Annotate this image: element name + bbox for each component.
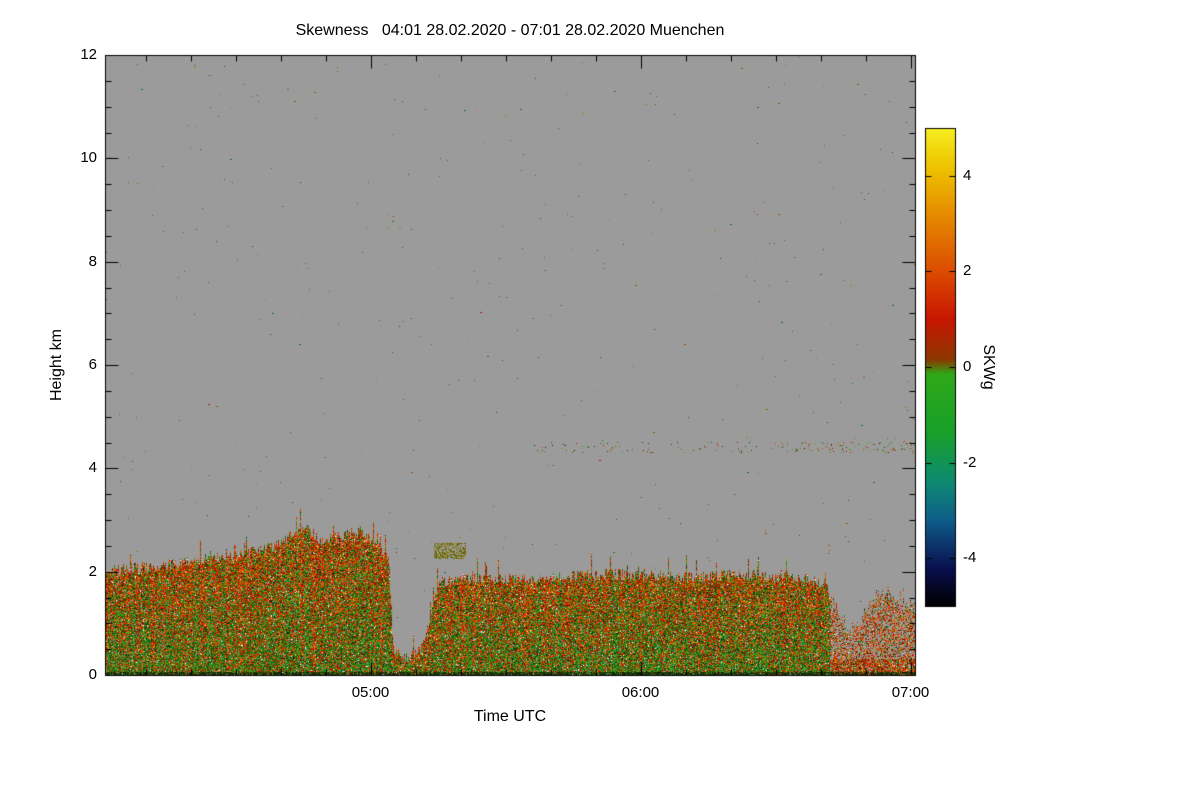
y-tick-label: 6: [88, 356, 97, 373]
colorbar-tick-label: 4: [963, 166, 972, 184]
y-tick-label: 10: [80, 149, 97, 167]
y-tick-label: 8: [88, 252, 97, 270]
x-tick-label: 06:00: [621, 684, 660, 701]
colorbar-tick-label: -2: [963, 453, 977, 471]
colorbar-tick-label: -4: [963, 549, 977, 567]
y-tick-label: 12: [80, 46, 97, 63]
y-tick-label: 2: [88, 562, 97, 580]
x-axis-label: Time UTC: [473, 708, 547, 725]
colorbar-tick-label: 2: [963, 262, 972, 280]
colorbar-tick-label: 0: [963, 358, 972, 375]
chart-title: Skewness 04:01 28.02.2020 - 07:01 28.02.…: [295, 22, 725, 39]
y-tick-label: 0: [88, 666, 97, 683]
x-tick-label: 05:00: [351, 684, 390, 701]
y-tick-label: 4: [88, 459, 97, 477]
x-tick-label: 07:00: [891, 684, 930, 701]
